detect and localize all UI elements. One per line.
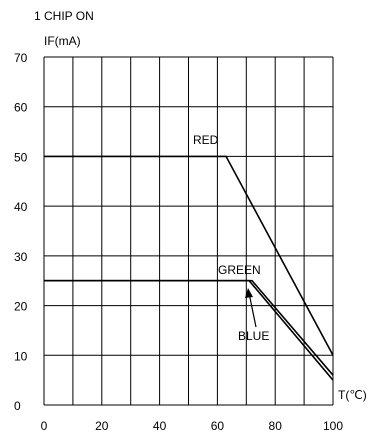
y-tick-label: 20 bbox=[14, 300, 28, 314]
x-tick-label: 80 bbox=[269, 419, 283, 433]
y-tick-label: 60 bbox=[14, 101, 28, 115]
series-labels: RED GREEN BLUE bbox=[193, 133, 269, 343]
y-tick-label: 10 bbox=[14, 349, 28, 363]
blue-pointer-line bbox=[248, 292, 257, 328]
series-label-red: RED bbox=[193, 133, 219, 147]
x-tick-label: 100 bbox=[323, 419, 343, 433]
x-tick-label: 40 bbox=[153, 419, 167, 433]
series-label-green: GREEN bbox=[218, 263, 261, 277]
blue-pointer-arrowhead bbox=[245, 288, 253, 298]
y-tick-label: 70 bbox=[14, 51, 28, 65]
tick-labels: 0 10 20 30 40 50 60 70 0 20 40 60 80 100 bbox=[14, 51, 343, 433]
x-tick-label: 20 bbox=[95, 419, 109, 433]
y-tick-label: 40 bbox=[14, 200, 28, 214]
x-tick-label: 60 bbox=[211, 419, 225, 433]
y-tick-label: 30 bbox=[14, 250, 28, 264]
series-lines bbox=[44, 155, 334, 381]
y-tick-label: 50 bbox=[14, 150, 28, 164]
y-tick-label: 0 bbox=[14, 399, 21, 413]
series-label-blue: BLUE bbox=[238, 329, 269, 343]
y-axis-label: IF(mA) bbox=[44, 34, 81, 48]
grid bbox=[43, 56, 334, 406]
chart-header: 1 CHIP ON bbox=[34, 9, 94, 23]
series-line-blue bbox=[44, 279, 334, 381]
series-line-red bbox=[44, 155, 334, 356]
x-tick-label: 0 bbox=[41, 419, 48, 433]
x-axis-label: T(℃) bbox=[338, 388, 367, 402]
